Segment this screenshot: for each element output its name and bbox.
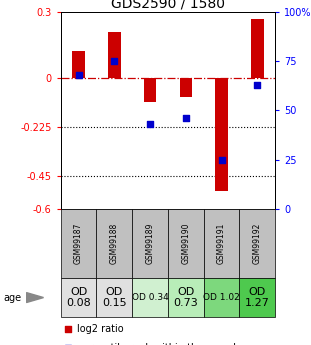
Bar xyxy=(144,78,156,102)
Bar xyxy=(168,278,204,317)
Point xyxy=(76,72,81,78)
Bar xyxy=(215,78,228,191)
Text: age: age xyxy=(3,293,21,303)
Title: GDS2590 / 1580: GDS2590 / 1580 xyxy=(111,0,225,11)
Point xyxy=(65,326,70,331)
Bar xyxy=(96,278,132,317)
Bar xyxy=(61,278,96,317)
Bar xyxy=(96,209,132,278)
Bar xyxy=(239,278,275,317)
Text: GSM99192: GSM99192 xyxy=(253,223,262,264)
Bar xyxy=(251,19,264,78)
Point xyxy=(255,82,260,88)
Point xyxy=(183,116,188,121)
Bar xyxy=(179,78,192,97)
Bar xyxy=(72,51,85,78)
Polygon shape xyxy=(26,293,44,303)
Bar xyxy=(168,209,204,278)
Bar xyxy=(108,32,121,78)
Bar xyxy=(239,209,275,278)
Text: log2 ratio: log2 ratio xyxy=(77,324,123,334)
Bar xyxy=(204,209,239,278)
Bar xyxy=(132,209,168,278)
Bar xyxy=(204,278,239,317)
Point xyxy=(219,157,224,162)
Bar xyxy=(61,209,96,278)
Text: percentile rank within the sample: percentile rank within the sample xyxy=(77,343,242,345)
Text: GSM99189: GSM99189 xyxy=(146,223,155,264)
Text: OD
0.73: OD 0.73 xyxy=(174,287,198,308)
Text: GSM99190: GSM99190 xyxy=(181,223,190,264)
Text: GSM99187: GSM99187 xyxy=(74,223,83,264)
Text: OD 1.02: OD 1.02 xyxy=(203,293,240,302)
Bar xyxy=(132,278,168,317)
Text: OD 0.34: OD 0.34 xyxy=(132,293,169,302)
Point xyxy=(147,121,152,127)
Text: OD
0.15: OD 0.15 xyxy=(102,287,127,308)
Text: OD
0.08: OD 0.08 xyxy=(66,287,91,308)
Text: GSM99188: GSM99188 xyxy=(110,223,119,264)
Point xyxy=(112,58,117,64)
Text: GSM99191: GSM99191 xyxy=(217,223,226,264)
Text: OD
1.27: OD 1.27 xyxy=(245,287,270,308)
